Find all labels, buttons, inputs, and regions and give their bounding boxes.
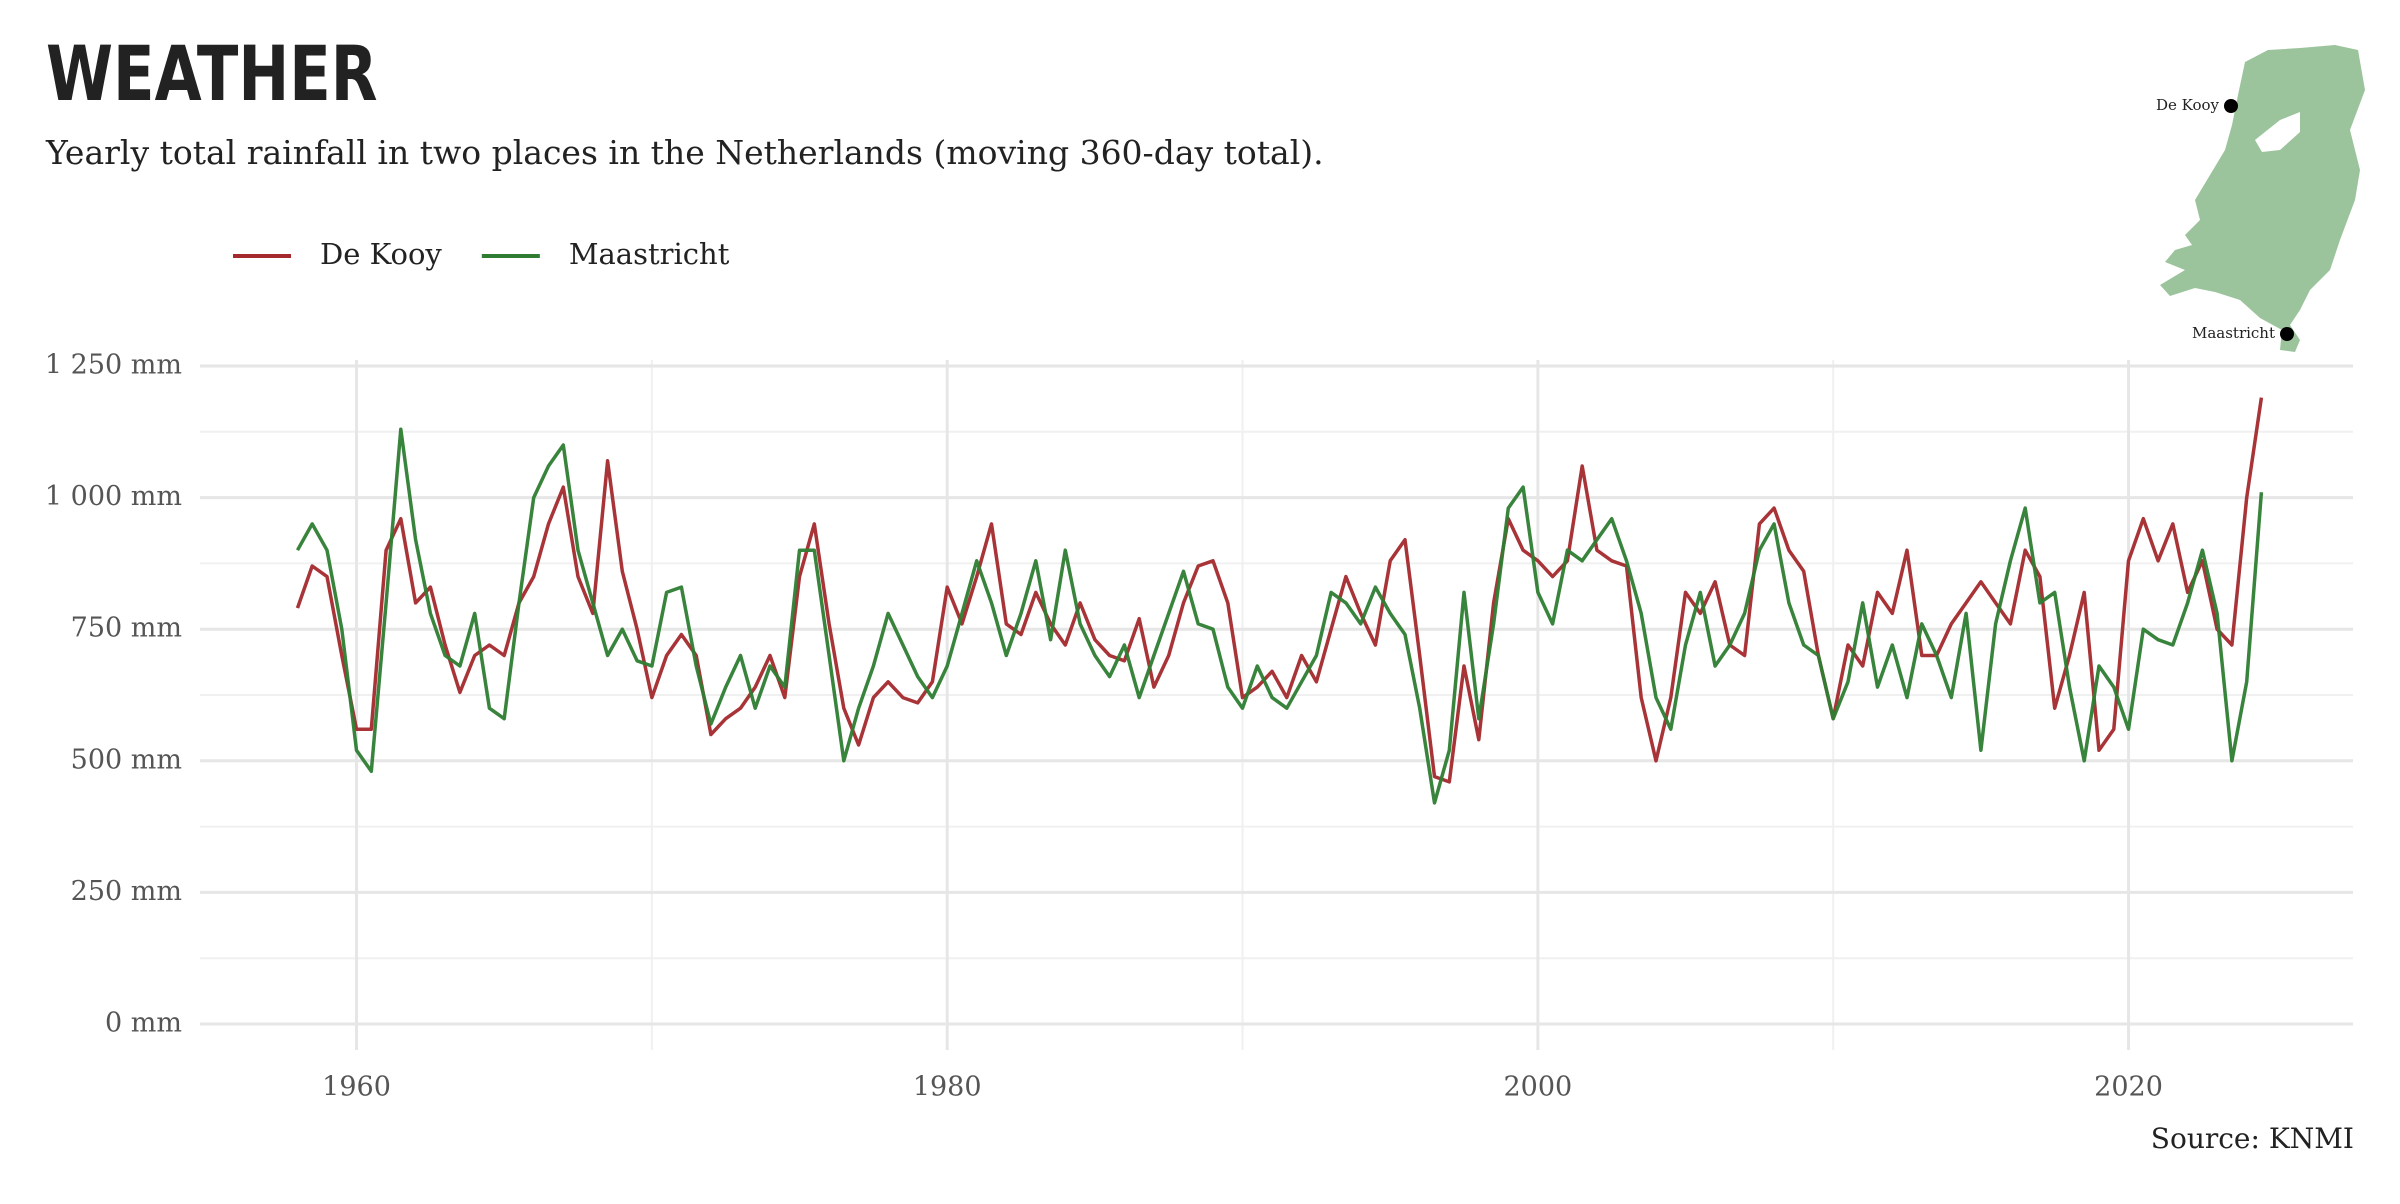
x-tick-label: 1960 [322, 1072, 391, 1103]
chart-title: WEATHER [46, 30, 378, 118]
legend-label: Maastricht [569, 237, 730, 271]
y-tick-label: 1 250 mm [45, 350, 182, 381]
x-tick-label: 2000 [1504, 1072, 1573, 1103]
map-inset: De Kooy Maastricht [2156, 45, 2365, 352]
map-label: Maastricht [2192, 324, 2275, 342]
y-tick-label: 500 mm [71, 744, 182, 775]
map-label: De Kooy [2156, 96, 2220, 114]
source: Source: KNMI [2151, 1122, 2354, 1155]
map-dot [2280, 327, 2294, 341]
line-series [295, 397, 2264, 784]
map-lake [2255, 112, 2300, 152]
legend-label: De Kooy [320, 237, 442, 271]
y-tick-label: 750 mm [71, 613, 182, 644]
chart-subtitle: Yearly total rainfall in two places in t… [45, 133, 1324, 172]
y-tick-label: 250 mm [71, 876, 182, 907]
y-tick-label: 0 mm [105, 1008, 182, 1039]
map-dot [2224, 99, 2238, 113]
line-series [295, 427, 2264, 805]
y-tick-label: 1 000 mm [45, 481, 182, 512]
x-tick-label: 2020 [2094, 1072, 2163, 1103]
x-tick-label: 1980 [913, 1072, 982, 1103]
map-shape [2160, 45, 2365, 352]
